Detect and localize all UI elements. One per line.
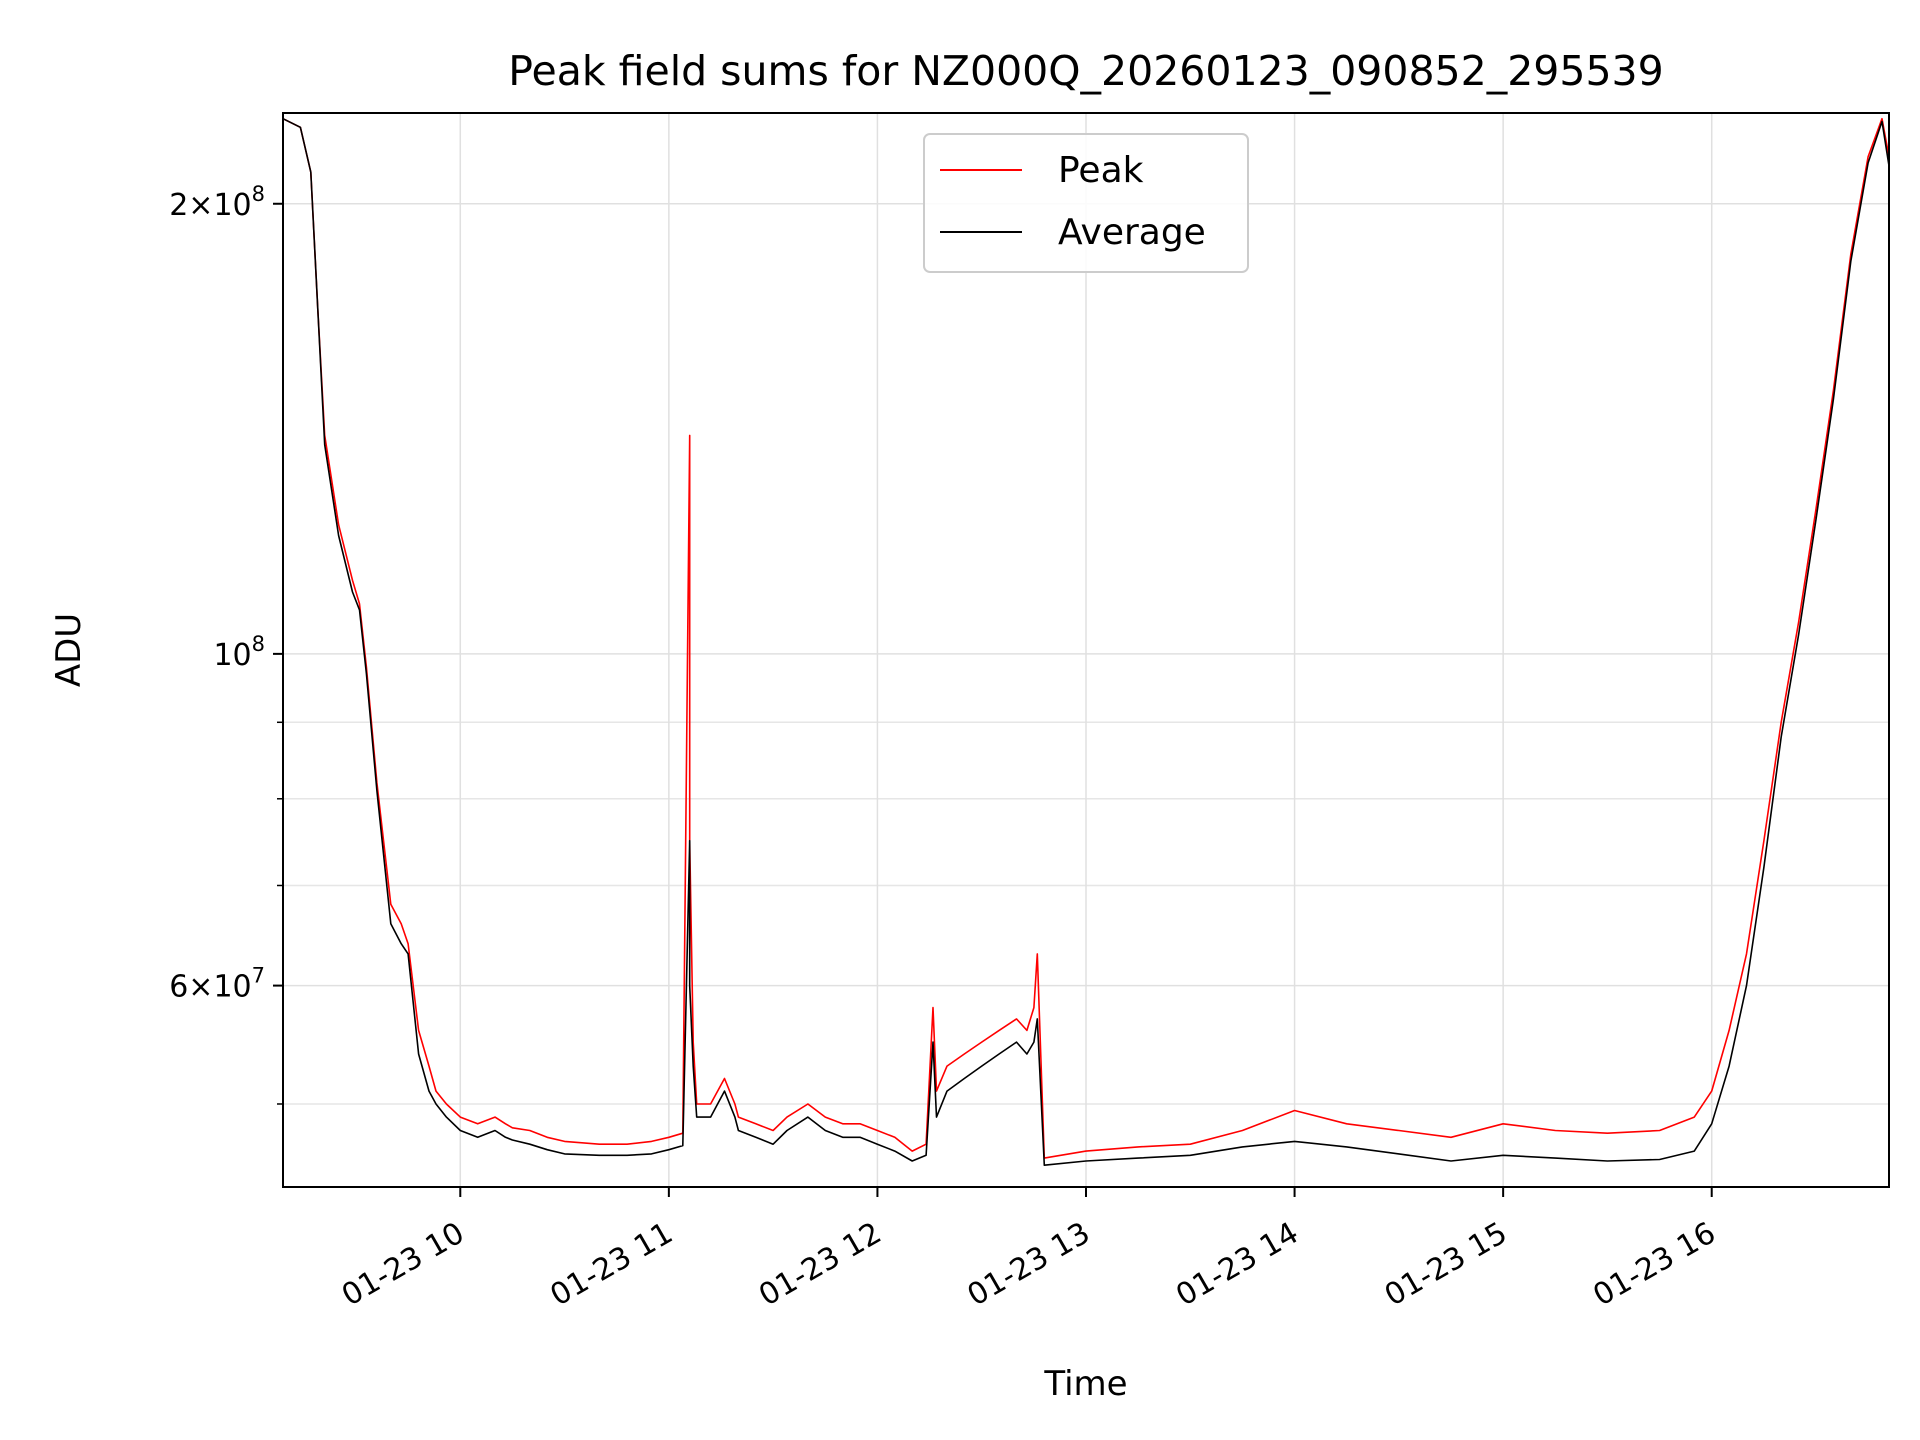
legend: Peak Average <box>923 133 1249 273</box>
series-layer <box>282 117 1890 1166</box>
series-line-peak <box>282 117 1890 1159</box>
y-tick-label: 6×107 <box>169 964 265 1005</box>
chart-title: Peak field sums for NZ000Q_20260123_0908… <box>508 47 1663 95</box>
y-tick-label: 108 <box>213 632 265 673</box>
legend-label-average: Average <box>1058 212 1206 253</box>
y-tick-label: 2×108 <box>169 182 265 223</box>
grid <box>283 113 1889 1187</box>
series-line-average <box>282 117 1890 1166</box>
legend-box <box>923 133 1249 273</box>
x-axis-label: Time <box>1043 1364 1127 1404</box>
y-axis-label: ADU <box>49 613 89 687</box>
y-axis-ticks: 2×108 108 6×107 <box>169 182 283 1105</box>
legend-label-peak: Peak <box>1058 150 1144 191</box>
